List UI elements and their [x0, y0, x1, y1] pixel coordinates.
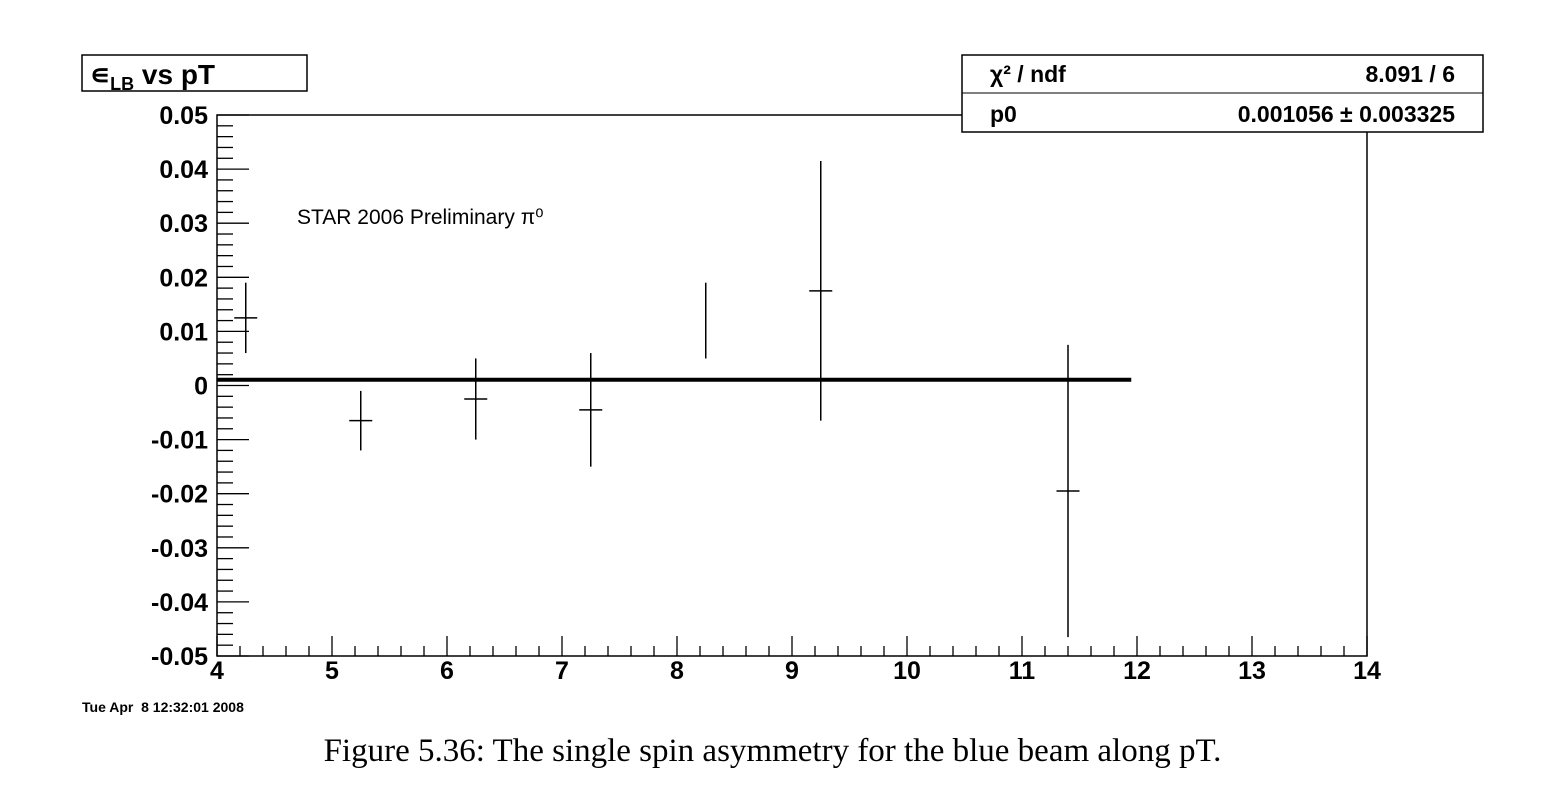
title-symbol: ∊: [90, 59, 110, 90]
x-tick-label: 11: [1009, 657, 1036, 685]
y-tick-label: -0.02: [151, 481, 208, 509]
y-tick-label: 0: [194, 373, 208, 401]
y-tick-label: -0.04: [151, 589, 208, 617]
data-point: [234, 282, 258, 354]
x-tick-label: 9: [785, 657, 799, 685]
p0-value: 0.001056 ± 0.003325: [1238, 101, 1455, 127]
p0-label: p0: [990, 101, 1017, 127]
x-tick-label: 13: [1238, 657, 1266, 685]
chi2-value: 8.091 / 6: [1365, 61, 1455, 87]
y-tick-label: 0.01: [159, 318, 208, 346]
y-tick-label: 0.04: [159, 156, 208, 184]
data-point: [349, 390, 373, 451]
y-tick-label: -0.03: [151, 535, 208, 563]
y-tick-label: -0.05: [151, 643, 208, 671]
chart-title-box: ∊LB vs pT: [81, 54, 308, 94]
title-rest: vs pT: [134, 59, 215, 90]
x-tick-label: 12: [1123, 657, 1151, 685]
x-tick-label: 6: [440, 657, 454, 685]
timestamp: Tue Apr 8 12:32:01 2008: [82, 699, 244, 715]
chi2-label: χ² / ndf: [990, 61, 1066, 87]
figure-caption: Figure 5.36: The single spin asymmetry f…: [323, 733, 1222, 769]
y-tick-label: 0.05: [159, 102, 208, 130]
data-marks: [217, 160, 1132, 638]
axes: 4 5 6 7 8 9 10 11 12 13 14 0.05 0.04 0.03 0.02 0.01 0 -0.…: [151, 102, 1381, 685]
data-point: [464, 358, 488, 440]
x-tick-label: 7: [555, 657, 569, 685]
y-tick-label: 0.02: [159, 264, 208, 292]
fit-stats-box: χ² / ndf 8.091 / 6 p0 0.001056 ± 0.00332…: [961, 54, 1484, 133]
data-point: [579, 353, 603, 467]
x-tick-label: 14: [1353, 657, 1381, 685]
x-tick-label: 10: [893, 657, 921, 685]
chart-title: ∊LB vs pT: [90, 59, 215, 94]
y-tick-label: -0.01: [151, 427, 208, 455]
plot-frame: [216, 114, 1368, 657]
x-tick-label: 5: [325, 657, 339, 685]
data-point: [809, 160, 833, 421]
x-tick-label: 4: [210, 657, 224, 685]
title-subscript: LB: [110, 74, 134, 94]
y-tick-label: 0.03: [159, 210, 208, 238]
annotation-label: STAR 2006 Preliminary π⁰: [297, 206, 544, 229]
data-point: [1056, 344, 1080, 638]
x-tick-label: 8: [670, 657, 684, 685]
chart-canvas: ∊LB vs pT 4 5 6 7 8 9 10 11 12 13 14 0.05 0.04 0.03 0.…: [81, 54, 1484, 715]
